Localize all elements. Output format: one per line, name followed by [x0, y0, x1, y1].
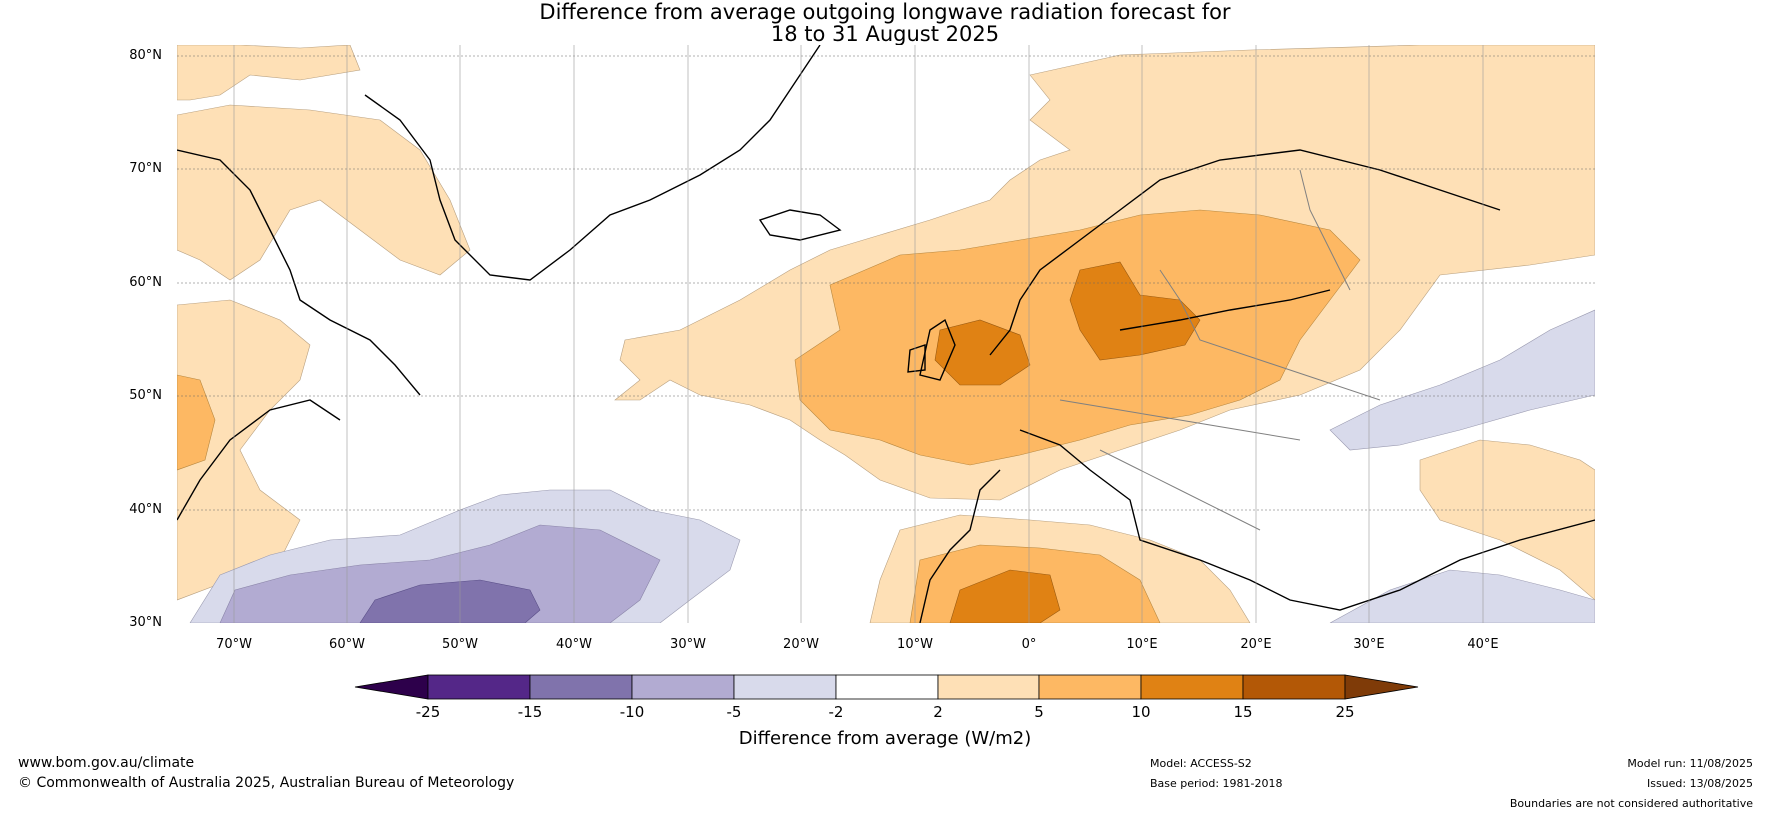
- colorbar-bin: [529, 674, 633, 700]
- lon-label: 30°E: [1353, 637, 1385, 652]
- colorbar-label: Difference from average (W/m2): [738, 728, 1032, 749]
- anomaly-field: [177, 45, 1595, 623]
- coastlines: [177, 45, 1595, 623]
- issued-date: Issued: 13/08/2025: [1646, 777, 1753, 790]
- base-period: Base period: 1981-2018: [1150, 777, 1283, 790]
- lat-label: 40°N: [129, 502, 162, 517]
- meridians: [233, 45, 1484, 623]
- country-borders: [1059, 169, 1381, 531]
- copyright-text: © Commonwealth of Australia 2025, Austra…: [18, 775, 515, 791]
- colorbar-bin: [835, 674, 939, 700]
- positive-anomaly-2-5-region: [177, 45, 361, 101]
- lat-label: 60°N: [129, 275, 162, 290]
- colorbar-tick-label: 15: [1233, 703, 1253, 721]
- model-run-date: Model run: 11/08/2025: [1627, 757, 1753, 770]
- lon-label: 10°W: [897, 637, 933, 652]
- lat-label: 50°N: [129, 388, 162, 403]
- graticule: [177, 55, 1595, 511]
- colorbar: [354, 674, 1419, 700]
- colorbar-bin: [427, 674, 531, 700]
- colorbar-tick-label: -15: [517, 703, 543, 721]
- colorbar-tick-label: 2: [933, 703, 943, 721]
- negative-anomaly-2-5-region: [1329, 309, 1595, 451]
- colorbar-max-extension: [1344, 674, 1419, 700]
- lat-label: 80°N: [129, 48, 162, 63]
- negative-anomaly-10-15-region: [359, 579, 541, 623]
- positive-anomaly-10-15-region: [934, 319, 1031, 386]
- positive-anomaly-10-15-region: [949, 569, 1061, 623]
- lon-label: 0°: [1021, 637, 1037, 652]
- colorbar-bin: [1242, 674, 1346, 700]
- lon-label: 70°W: [216, 637, 252, 652]
- boundaries-disclaimer: Boundaries are not considered authoritat…: [1509, 797, 1753, 810]
- colorbar-bin: [937, 674, 1040, 700]
- lon-label: 40°E: [1467, 637, 1499, 652]
- positive-anomaly-2-5-region: [177, 104, 471, 281]
- map-title-line2: 18 to 31 August 2025: [770, 22, 1000, 46]
- lon-label: 30°W: [670, 637, 706, 652]
- positive-anomaly-5-10-region: [177, 374, 216, 471]
- positive-anomaly-5-10-region: [794, 209, 1361, 466]
- colorbar-tick-label: -10: [619, 703, 645, 721]
- lat-label: 70°N: [129, 161, 162, 176]
- lon-label: 20°W: [783, 637, 819, 652]
- lon-label: 10°E: [1126, 637, 1158, 652]
- colorbar-tick-label: -5: [726, 703, 742, 721]
- lon-label: 50°W: [442, 637, 478, 652]
- lon-label: 60°W: [329, 637, 365, 652]
- colorbar-min-extension: [354, 674, 429, 700]
- lon-label: 20°E: [1240, 637, 1272, 652]
- map-title-line1: Difference from average outgoing longwav…: [539, 0, 1231, 24]
- colorbar-tick-label: 25: [1335, 703, 1355, 721]
- positive-anomaly-10-15-region: [1069, 261, 1201, 361]
- colorbar-bin: [1038, 674, 1142, 700]
- website-link[interactable]: www.bom.gov.au/climate: [18, 755, 195, 771]
- colorbar-tick-label: -25: [415, 703, 441, 721]
- negative-anomaly-2-5-region: [1329, 569, 1595, 623]
- colorbar-bin: [1140, 674, 1244, 700]
- colorbar-tick-label: 5: [1034, 703, 1044, 721]
- colorbar-bin: [631, 674, 735, 700]
- model-name: Model: ACCESS-S2: [1150, 757, 1252, 770]
- lat-label: 30°N: [129, 615, 162, 630]
- lon-label: 40°W: [556, 637, 592, 652]
- colorbar-tick-label: 10: [1131, 703, 1151, 721]
- colorbar-tick-label: -2: [828, 703, 844, 721]
- negative-anomaly-5-10-region: [219, 524, 661, 623]
- colorbar-bin: [733, 674, 837, 700]
